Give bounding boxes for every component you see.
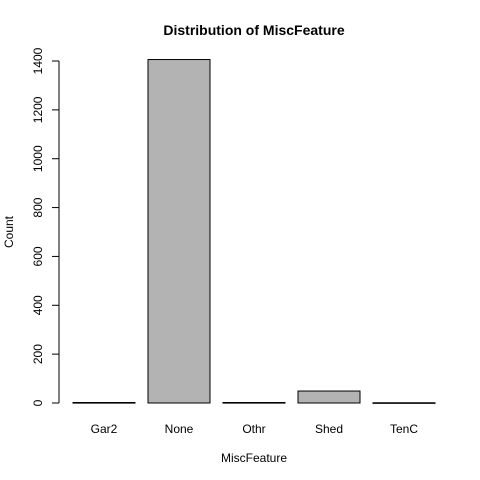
x-tick-label: Shed: [315, 422, 343, 436]
x-tick-label: Gar2: [91, 422, 118, 436]
bar-shed: [297, 390, 361, 404]
y-tick-label: 400: [31, 295, 45, 315]
y-tick-label: 1000: [31, 145, 45, 172]
x-tick-labels: Gar2 None Othr Shed TenC: [91, 422, 419, 436]
x-axis-label: MiscFeature: [221, 451, 287, 465]
y-axis-label: Count: [2, 215, 16, 248]
chart-title: Distribution of MiscFeature: [163, 22, 344, 38]
bar-tenc: [372, 402, 436, 404]
y-axis: 0 200 400 600 800 1000 1200 1400: [31, 47, 60, 406]
x-tick-label: Othr: [242, 422, 265, 436]
bars-group: [72, 59, 436, 404]
y-tick-label: 800: [31, 197, 45, 217]
bar-othr: [222, 402, 286, 404]
x-tick-label: None: [165, 422, 194, 436]
y-tick-label: 200: [31, 344, 45, 364]
y-tick-label: 0: [31, 399, 45, 406]
y-tick-label: 1200: [31, 96, 45, 123]
x-tick-label: TenC: [390, 422, 418, 436]
bar-none: [147, 59, 211, 404]
bar-gar2: [72, 402, 136, 404]
y-tick-label: 1400: [31, 47, 45, 74]
y-tick-label: 600: [31, 246, 45, 266]
